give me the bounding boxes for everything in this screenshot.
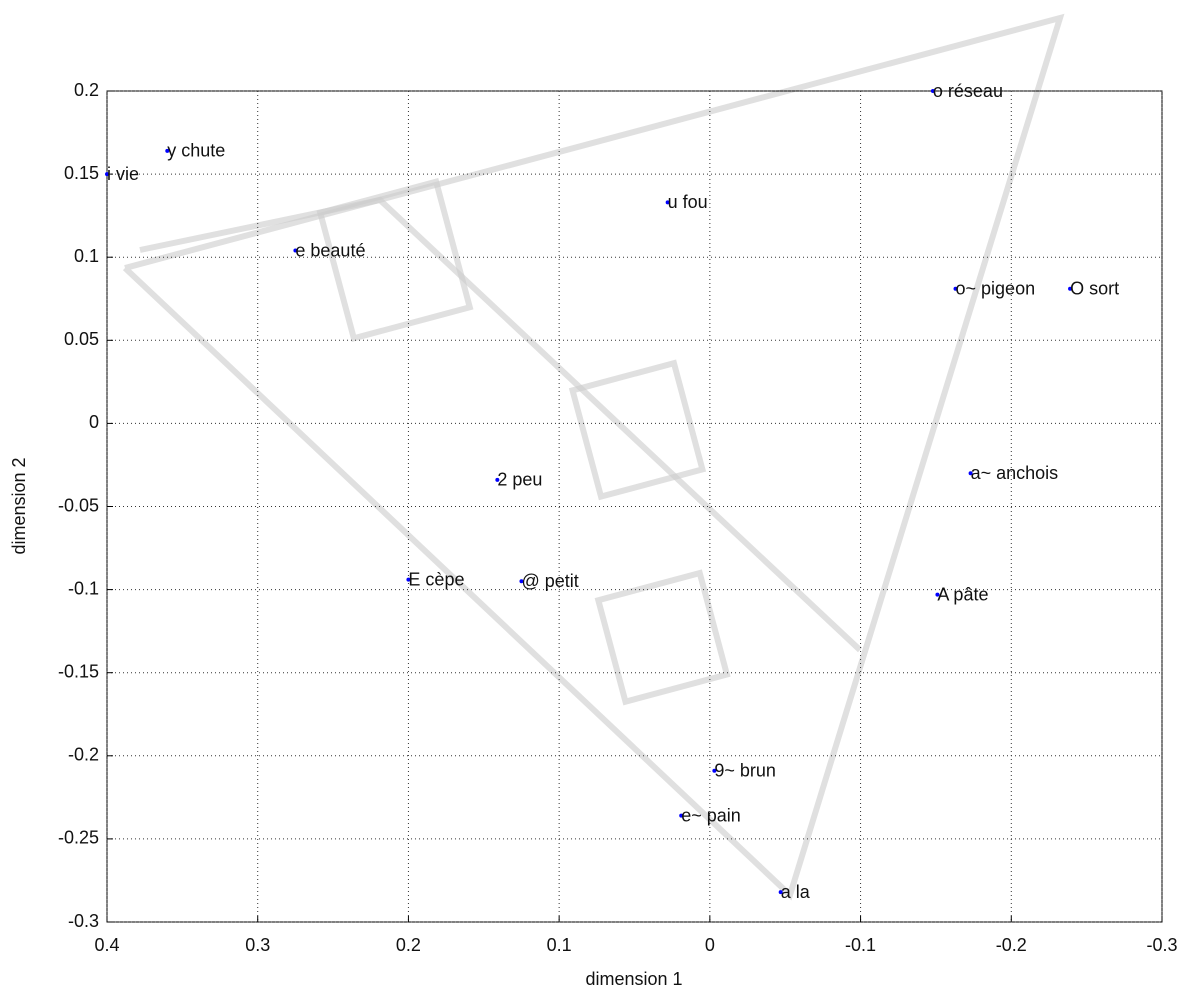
point-label: O sort: [1070, 279, 1119, 299]
point-label: o~ pigeon: [956, 279, 1036, 299]
point: [495, 477, 500, 482]
x-tick-label: 0: [705, 935, 715, 955]
point: [935, 592, 940, 597]
y-tick-label: -0.25: [58, 828, 99, 848]
point-label: a~ anchois: [971, 463, 1059, 483]
y-tick-label: 0.2: [74, 80, 99, 100]
y-tick-label: 0.05: [64, 329, 99, 349]
y-tick-label: -0.3: [68, 911, 99, 931]
point: [679, 813, 684, 818]
point: [968, 471, 973, 476]
point: [105, 172, 109, 177]
point: [930, 89, 935, 93]
point: [665, 200, 670, 205]
y-tick-label: -0.15: [58, 661, 99, 681]
point-label: o réseau: [933, 81, 1003, 101]
point-label: @ petit: [521, 571, 578, 591]
y-tick-label: -0.05: [58, 495, 99, 515]
background-figure: [122, 13, 1065, 901]
point: [293, 248, 298, 253]
x-tick-label: 0.2: [396, 935, 421, 955]
point: [406, 577, 411, 582]
point-label: u fou: [668, 192, 708, 212]
point: [953, 286, 958, 291]
x-tick-label: -0.3: [1146, 935, 1177, 955]
point-label: e~ pain: [681, 805, 741, 825]
y-tick-label: 0: [89, 412, 99, 432]
point-label: A pâte: [937, 584, 988, 604]
y-tick-label: -0.1: [68, 578, 99, 598]
point-label: E cèpe: [408, 569, 464, 589]
point: [165, 148, 170, 153]
y-tick-label: -0.2: [68, 745, 99, 765]
x-axis-label: dimension 1: [585, 969, 682, 989]
x-tick-label: 0.1: [547, 935, 572, 955]
point-label: e beauté: [295, 240, 365, 260]
point: [712, 768, 717, 773]
point: [1068, 286, 1073, 291]
point: [778, 890, 783, 895]
x-tick-label: -0.1: [845, 935, 876, 955]
y-tick-label: 0.1: [74, 246, 99, 266]
y-axis-label: dimension 2: [9, 457, 29, 554]
x-tick-label: -0.2: [996, 935, 1027, 955]
point-label: y chute: [167, 141, 225, 161]
point-label: 9~ brun: [714, 761, 776, 781]
point-label: i vie: [107, 164, 139, 184]
point-label: 2 peu: [497, 470, 542, 490]
x-tick-label: 0.4: [94, 935, 119, 955]
point-label: a la: [781, 882, 811, 902]
y-tick-label: 0.15: [64, 163, 99, 183]
point: [519, 579, 524, 584]
x-tick-label: 0.3: [245, 935, 270, 955]
